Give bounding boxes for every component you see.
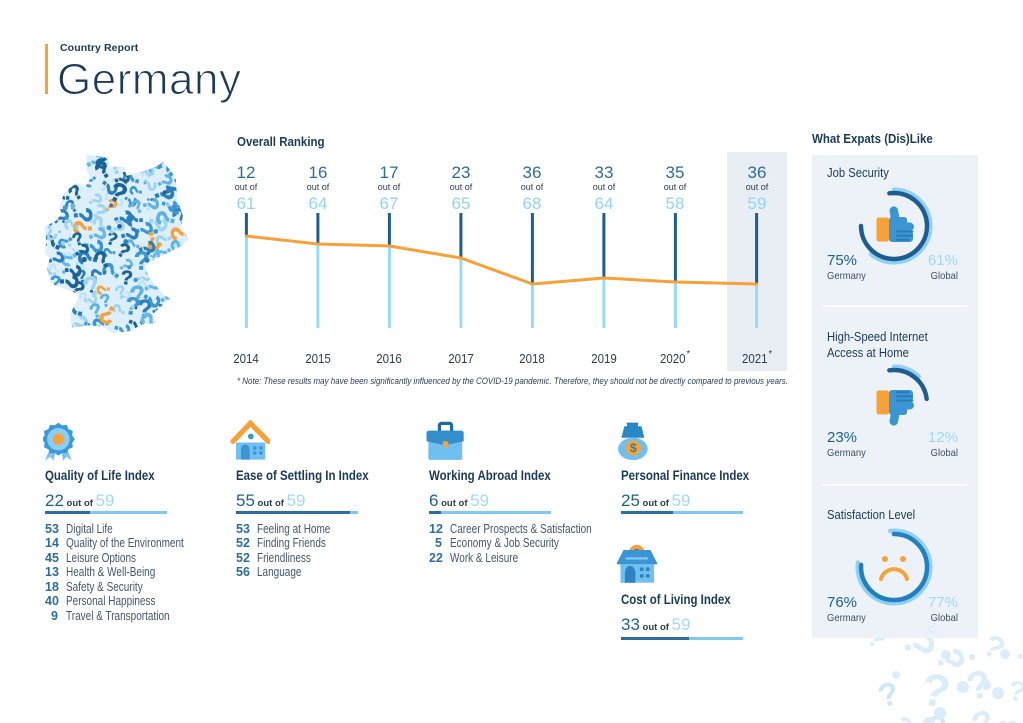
svg-text:?: ? <box>74 265 90 287</box>
svg-text:?: ? <box>54 273 85 290</box>
svg-text:?: ? <box>98 290 113 312</box>
svg-text:?: ? <box>78 238 109 255</box>
svg-text:?: ? <box>134 245 150 275</box>
svg-text:¿: ¿ <box>926 616 940 635</box>
svg-text:?: ? <box>58 246 81 262</box>
svg-text:?: ? <box>68 220 98 236</box>
svg-text:?: ? <box>117 169 146 189</box>
svg-text:?: ? <box>142 212 175 236</box>
svg-text:?: ? <box>80 293 101 307</box>
svg-text:?: ? <box>127 278 149 311</box>
svg-text:?: ? <box>68 206 99 224</box>
svg-text:?: ? <box>72 247 104 268</box>
svg-text:?: ? <box>126 184 147 198</box>
svg-text:?: ? <box>93 282 115 296</box>
svg-text:$: $ <box>630 441 637 455</box>
svg-text:?: ? <box>107 207 140 230</box>
svg-text:?: ? <box>109 176 120 194</box>
svg-text:?: ? <box>121 212 148 228</box>
svg-text:?: ? <box>137 195 164 213</box>
svg-text:?: ? <box>109 320 136 338</box>
svg-text:?: ? <box>998 717 1023 723</box>
svg-text:?: ? <box>149 208 182 230</box>
svg-text:?: ? <box>100 183 113 205</box>
svg-text:?: ? <box>60 217 84 234</box>
svg-text:?: ? <box>166 240 184 251</box>
svg-text:?: ? <box>119 267 133 290</box>
svg-text:?: ? <box>87 265 112 283</box>
svg-text:?: ? <box>1006 674 1023 707</box>
svg-text:?: ? <box>60 263 86 278</box>
svg-text:?: ? <box>137 294 153 324</box>
svg-text:?: ? <box>100 247 119 257</box>
